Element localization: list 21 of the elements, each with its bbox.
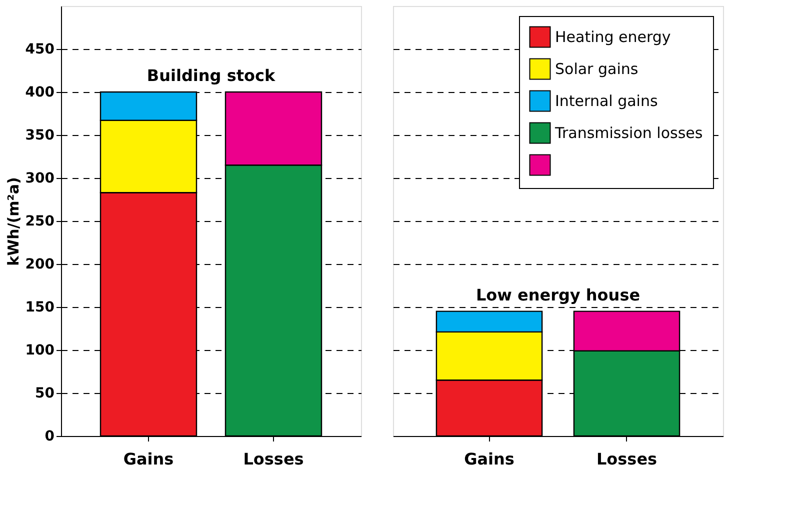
y-tick-label: 0 bbox=[44, 428, 55, 444]
x-tick-label: Gains bbox=[123, 450, 174, 468]
y-tick-label: 300 bbox=[25, 170, 55, 186]
annotation: Building stock bbox=[146, 66, 276, 85]
y-tick-label: 100 bbox=[25, 342, 55, 358]
y-tick-label: 200 bbox=[25, 256, 55, 272]
annotation: Low energy house bbox=[476, 285, 640, 304]
y-tick-label: 450 bbox=[25, 42, 55, 58]
legend-label: Transmission losses bbox=[554, 124, 703, 142]
x-tick-label: Losses bbox=[596, 450, 658, 468]
y-tick-label: 50 bbox=[35, 386, 55, 402]
y-tick-label: 400 bbox=[25, 84, 55, 100]
y-tick-label: 350 bbox=[25, 128, 55, 144]
legend-label: Internal gains bbox=[555, 92, 658, 110]
legend-label: Heating energy bbox=[555, 28, 671, 46]
legend-label: Solar gains bbox=[555, 60, 638, 78]
x-tick-label: Gains bbox=[464, 450, 514, 468]
y-tick-label: 250 bbox=[25, 214, 55, 230]
y-tick-label: 150 bbox=[25, 300, 55, 316]
y-axis-title: kWh/(m²a) bbox=[4, 177, 22, 266]
x-tick-label: Losses bbox=[243, 450, 304, 468]
